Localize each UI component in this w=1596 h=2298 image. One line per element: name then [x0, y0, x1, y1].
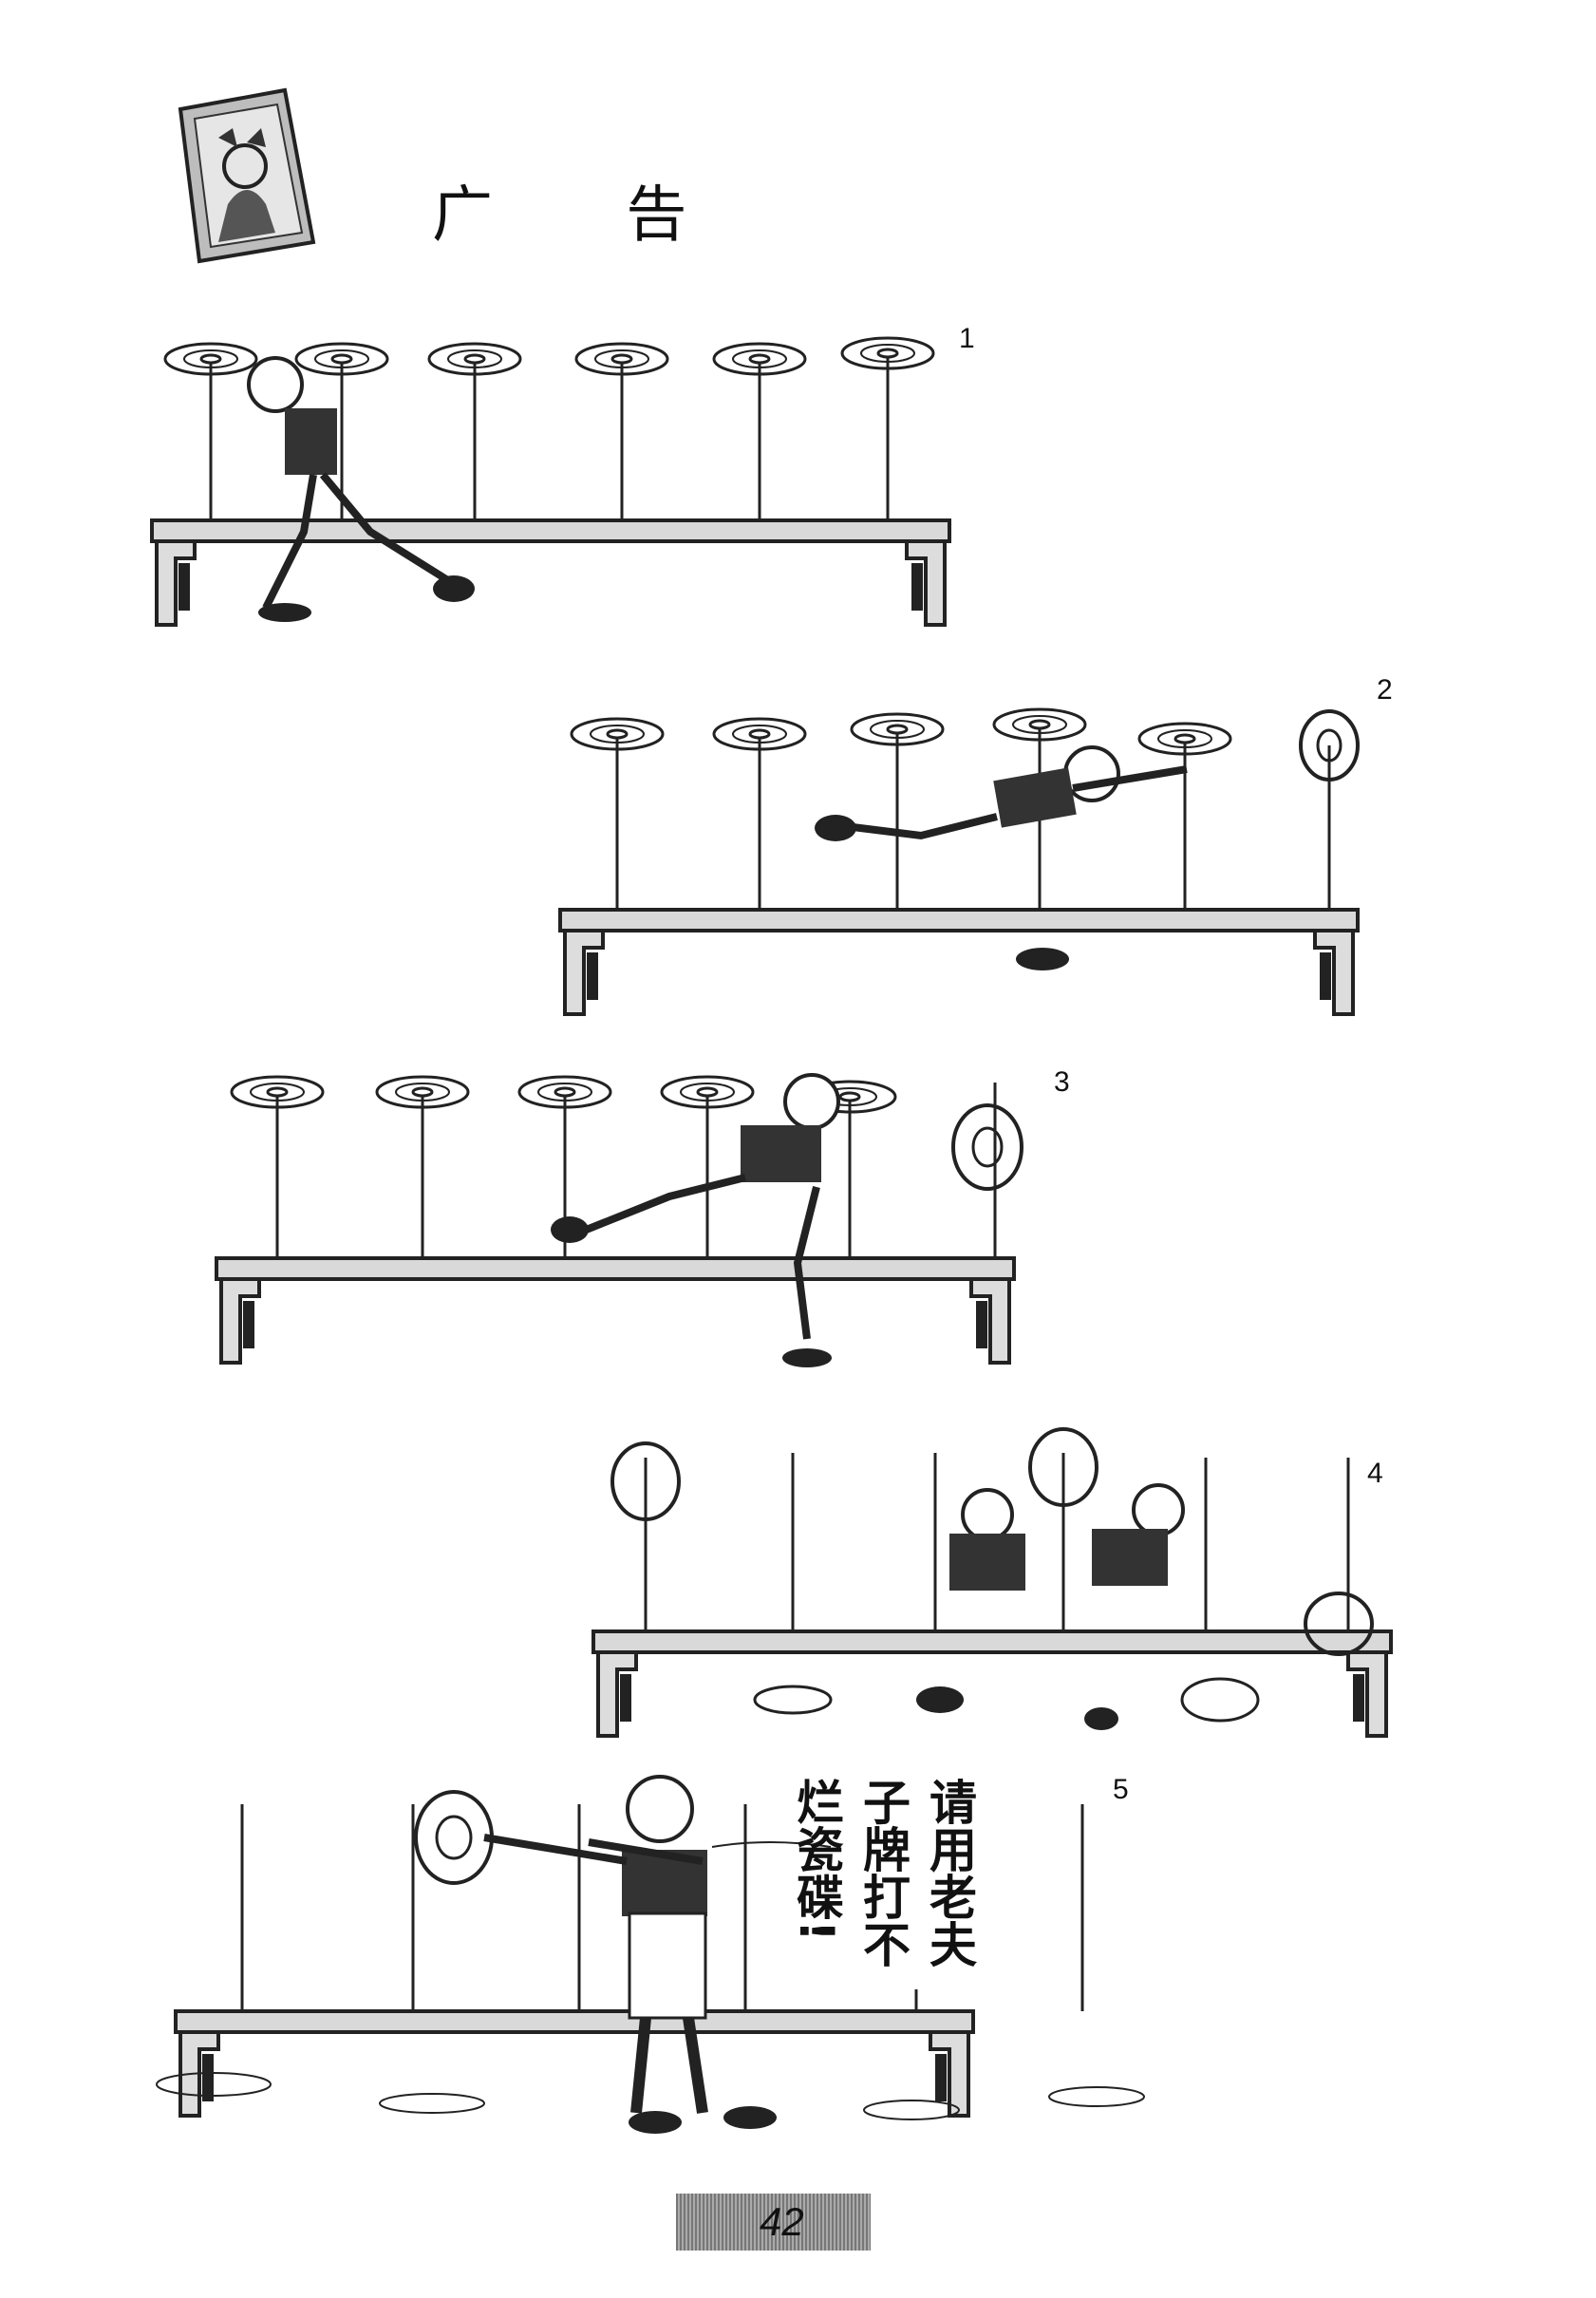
- page-title: 广 告: [432, 180, 744, 251]
- panel-2: [558, 707, 1360, 1016]
- poster-icon: [178, 87, 316, 264]
- panel-3: [215, 1073, 1023, 1367]
- page-number: 42: [760, 2199, 804, 2244]
- page-number-box: [676, 2194, 871, 2251]
- panel-2-number: 2: [1377, 674, 1393, 706]
- panel-5-number: 5: [1113, 1774, 1129, 1805]
- panel-4-number: 4: [1367, 1458, 1383, 1489]
- panel-3-number: 3: [1054, 1066, 1070, 1098]
- panel-5: [156, 1775, 1145, 2134]
- panel-1: [150, 336, 951, 627]
- panel-4: [591, 1427, 1393, 1738]
- speech-text: 请用老夫子牌打不烂瓷碟!: [789, 1778, 977, 1968]
- panel-1-number: 1: [959, 323, 975, 354]
